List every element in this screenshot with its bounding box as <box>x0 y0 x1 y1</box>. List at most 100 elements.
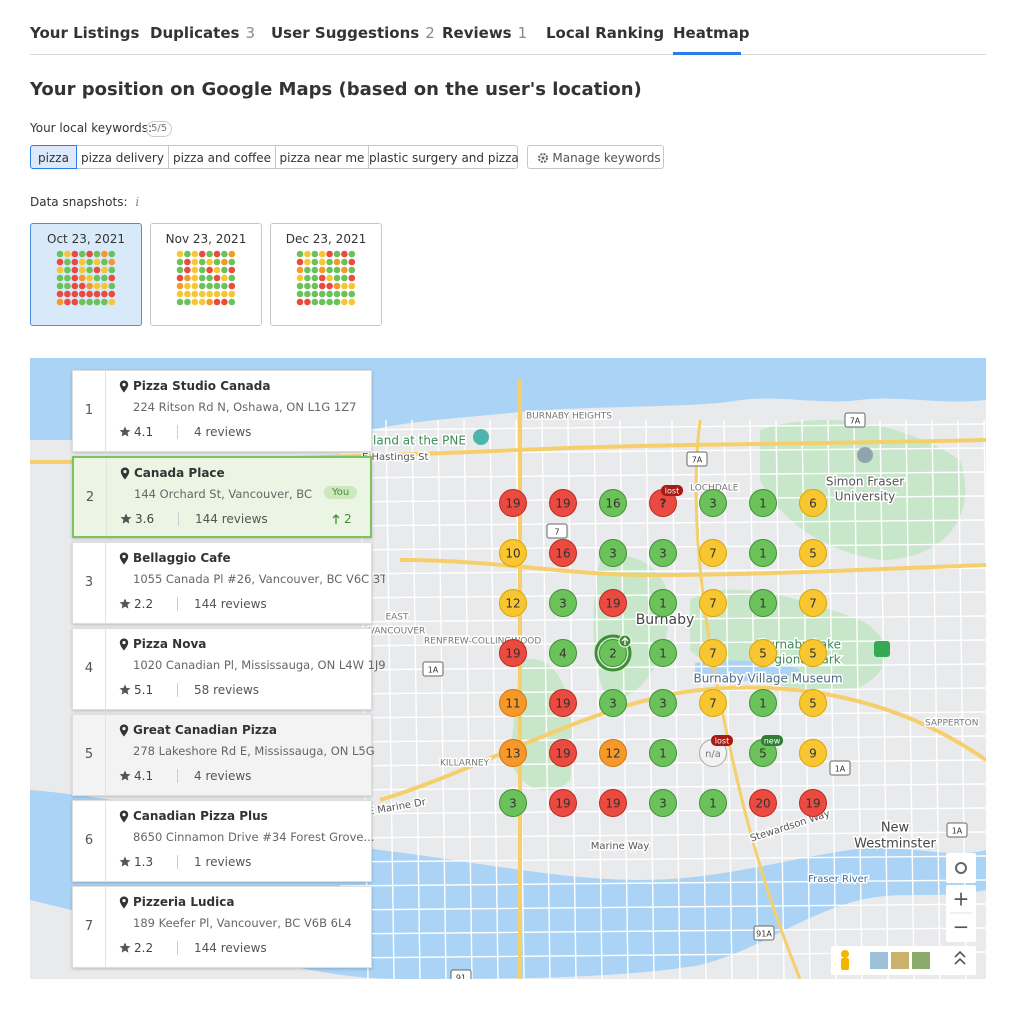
heatmap-point[interactable] <box>499 739 527 767</box>
heatmap-point[interactable] <box>749 639 777 667</box>
thumbnail-dot <box>341 258 348 266</box>
tab[interactable]: Reviews 1 <box>442 24 527 42</box>
keywords-count: 5/5 <box>146 121 173 137</box>
heatmap-point[interactable] <box>799 589 827 617</box>
heatmap-point[interactable] <box>749 589 777 617</box>
heatmap-point[interactable] <box>749 789 777 817</box>
listing-card[interactable]: 1 Pizza Studio Canada 224 Ritson Rd N, Osh… <box>72 370 372 452</box>
layer-thumb[interactable] <box>870 952 888 969</box>
heatmap-point[interactable] <box>699 589 727 617</box>
snapshot-card[interactable]: Dec 23, 2021 <box>270 223 382 326</box>
heatmap-point[interactable] <box>549 639 577 667</box>
layer-thumb[interactable] <box>912 952 930 969</box>
zoom-out[interactable]: − <box>953 915 970 939</box>
heatmap-point[interactable] <box>549 589 577 617</box>
listing-card[interactable]: 5 Great Canadian Pizza 278 Lakeshore Rd E,… <box>72 714 375 796</box>
heatmap-point[interactable] <box>649 539 677 567</box>
thumbnail-dot <box>191 266 199 274</box>
keyword-button[interactable]: pizza near me <box>275 145 369 169</box>
road-shield-label: 91A <box>756 930 772 939</box>
thumbnail-dot <box>71 266 79 274</box>
tab[interactable]: Heatmap <box>673 24 750 42</box>
heatmap-point[interactable] <box>499 689 527 717</box>
thumbnail-dot <box>326 298 333 306</box>
heatmap-point[interactable] <box>649 589 677 617</box>
heatmap-point[interactable] <box>699 539 727 567</box>
heatmap-point[interactable] <box>799 489 827 517</box>
heatmap-value: 1 <box>759 597 767 611</box>
thumbnail-dot <box>326 266 333 274</box>
heatmap-value: 19 <box>505 647 520 661</box>
heatmap-point[interactable] <box>499 489 527 517</box>
thumbnail-dot <box>304 282 311 290</box>
heatmap-point[interactable] <box>799 639 827 667</box>
heatmap-point[interactable] <box>549 789 577 817</box>
listing-card[interactable]: 4 Pizza Nova 1020 Canadian Pl, Mississauga… <box>72 628 385 710</box>
thumbnail-dot <box>311 266 319 274</box>
heatmap-point[interactable] <box>699 639 727 667</box>
heatmap-point[interactable] <box>599 639 627 667</box>
keyword-button[interactable]: plastic surgery and pizza <box>368 145 519 169</box>
my-location-button[interactable] <box>946 853 976 883</box>
road-shield-label: 1A <box>835 765 846 774</box>
thumbnail-dot <box>176 258 184 266</box>
tab[interactable]: Your Listings <box>30 24 139 42</box>
heatmap-point[interactable] <box>699 489 727 517</box>
map-label: LOCHDALE <box>690 484 739 494</box>
info-icon[interactable]: i <box>135 195 140 209</box>
manage-keywords-button[interactable]: Manage keywords <box>527 145 664 169</box>
snapshot-card[interactable]: Oct 23, 2021 <box>30 223 142 326</box>
listing-card[interactable]: 6 Canadian Pizza Plus 8650 Cinnamon Drive … <box>72 800 374 882</box>
heatmap-point[interactable] <box>749 489 777 517</box>
heatmap-point[interactable] <box>499 639 527 667</box>
keyword-button[interactable]: pizza <box>30 145 77 169</box>
heatmap-point[interactable] <box>799 789 827 817</box>
heatmap-point[interactable] <box>549 489 577 517</box>
thumbnail-dot <box>206 250 213 258</box>
thumbnail-dot <box>304 290 311 298</box>
heatmap-value: 19 <box>605 797 620 811</box>
listing-card[interactable]: 7 Pizzeria Ludica 189 Keefer Pl, Vancouver… <box>72 886 372 968</box>
listing-card[interactable]: 3 Bellaggio Cafe 1055 Canada Pl #26, Vanco… <box>72 542 385 624</box>
heatmap-point[interactable] <box>599 589 627 617</box>
heatmap-point[interactable] <box>549 689 577 717</box>
heatmap-point[interactable] <box>649 739 677 767</box>
snapshot-card[interactable]: Nov 23, 2021 <box>150 223 262 326</box>
tab[interactable]: Duplicates 3 <box>150 24 255 42</box>
map-label: BURNABY HEIGHTS <box>526 412 612 422</box>
heatmap-point[interactable] <box>799 689 827 717</box>
heatmap-point[interactable] <box>799 739 827 767</box>
expand-icon[interactable] <box>954 950 966 965</box>
zoom-in[interactable]: + <box>953 887 970 911</box>
heatmap-point[interactable] <box>499 589 527 617</box>
map[interactable]: Playland at the PNE E Hastings St BURNABY … <box>30 358 986 979</box>
pegman[interactable] <box>841 950 849 958</box>
heatmap-point[interactable] <box>799 539 827 567</box>
heatmap-point[interactable] <box>649 789 677 817</box>
heatmap-point[interactable] <box>599 789 627 817</box>
heatmap-point[interactable] <box>499 539 527 567</box>
listing-card[interactable]: 2 Canada Place 144 Orchard St, Vancouver, … <box>72 456 372 538</box>
heatmap-point[interactable] <box>599 689 627 717</box>
heatmap-point[interactable] <box>699 789 727 817</box>
heatmap-point[interactable] <box>599 739 627 767</box>
heatmap-point[interactable] <box>549 739 577 767</box>
heatmap-point[interactable] <box>749 689 777 717</box>
keyword-button[interactable]: pizza and coffee <box>168 145 276 169</box>
heatmap-point[interactable] <box>749 539 777 567</box>
thumbnail-dot <box>318 250 326 258</box>
heatmap-point[interactable] <box>649 639 677 667</box>
heatmap-point[interactable] <box>699 689 727 717</box>
heatmap-point[interactable] <box>599 489 627 517</box>
heatmap-point[interactable] <box>499 789 527 817</box>
manage-keywords-text: Manage keywords <box>552 151 661 165</box>
layer-thumb[interactable] <box>891 952 909 969</box>
tab[interactable]: Local Ranking <box>546 24 664 42</box>
street <box>489 419 499 979</box>
keyword-button[interactable]: pizza delivery <box>76 145 169 169</box>
heatmap-point[interactable] <box>549 539 577 567</box>
heatmap-point[interactable] <box>649 689 677 717</box>
heatmap-point[interactable] <box>599 539 627 567</box>
tab[interactable]: User Suggestions 2 <box>271 24 435 42</box>
snapshot-thumbnail <box>176 250 236 306</box>
